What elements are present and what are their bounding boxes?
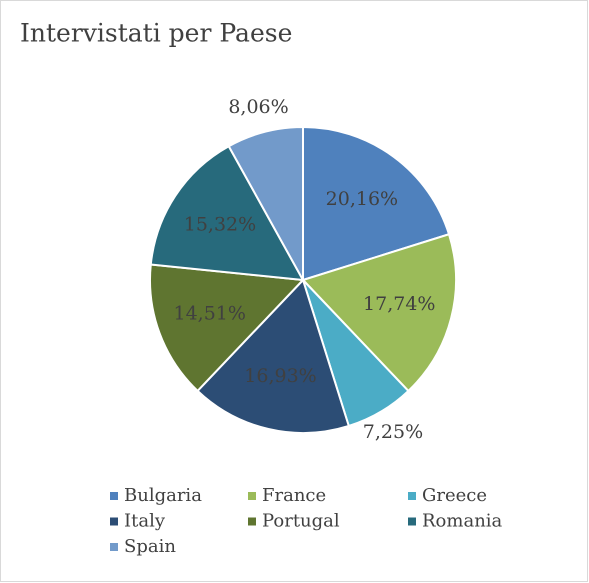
- data-label: 7,25%: [363, 421, 423, 443]
- data-label: 16,93%: [244, 365, 316, 387]
- data-label: 14,51%: [174, 303, 246, 325]
- legend-swatch: [248, 517, 256, 526]
- legend-label: Portugal: [262, 511, 340, 532]
- legend-swatch: [408, 492, 416, 500]
- pie-slice: [149, 144, 305, 282]
- pie-slice: [301, 232, 457, 393]
- chart-title: Intervistati per Paese: [20, 19, 292, 48]
- legend-label: Spain: [124, 536, 176, 557]
- data-label: 17,74%: [363, 293, 435, 315]
- legend-swatch: [248, 492, 256, 500]
- legend-label: Italy: [124, 511, 166, 532]
- legend-label: Greece: [422, 485, 487, 506]
- data-label: 8,06%: [228, 96, 288, 118]
- legend-label: Bulgaria: [124, 485, 202, 506]
- legend-swatch: [110, 492, 118, 500]
- data-label: 20,16%: [326, 188, 398, 210]
- pie-slice: [149, 263, 306, 393]
- pie-slice: [196, 278, 351, 434]
- pie-slice: [227, 125, 304, 284]
- legend-swatch: [408, 517, 416, 526]
- legend-label: Romania: [422, 511, 503, 532]
- legend-swatch: [110, 517, 118, 526]
- pie-slice: [302, 125, 451, 282]
- legend-label: France: [262, 485, 326, 506]
- data-label: 15,32%: [184, 213, 256, 235]
- legend-swatch: [110, 543, 118, 551]
